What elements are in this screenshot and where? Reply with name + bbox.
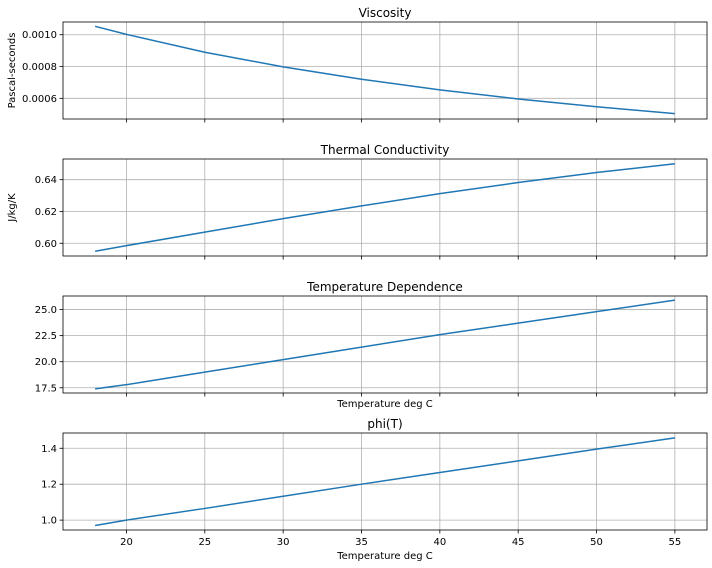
axes-frame [62, 21, 708, 120]
y-tick-label: 20.0 [35, 357, 57, 368]
y-axis-label: J/kg/K [7, 193, 18, 223]
x-tick-label: 50 [590, 537, 603, 548]
series-line [95, 299, 675, 390]
subplot-title: Thermal Conductivity [320, 143, 450, 157]
axes-frame [62, 432, 708, 531]
subplot-2: 0.60 0.62 0.64 Thermal Conductivity J/kg/K [7, 143, 708, 260]
x-axis-label: Temperature deg C [336, 399, 433, 410]
y-tick-label: 0.0010 [22, 30, 57, 41]
x-tick-label: 20 [120, 537, 133, 548]
subplot-3: 17.5 20.0 22.5 25.0 Temperature Dependence Te… [35, 280, 708, 410]
y-tick-label: 1.2 [41, 480, 57, 491]
subplot-title: Viscosity [359, 6, 412, 20]
x-tick-label: 25 [198, 537, 211, 548]
y-tick-label: 17.5 [35, 383, 57, 394]
y-tick-label: 25.0 [35, 305, 57, 316]
x-tick-label: 40 [433, 537, 446, 548]
y-axis-label: Pascal-seconds [7, 33, 18, 109]
y-tick-label: 0.62 [35, 207, 57, 218]
subplot-4: 20 25 30 35 40 45 50 55 1.0 1.2 1.4 phi(T) Temperatu… [41, 417, 708, 562]
y-tick-label: 0.0008 [22, 62, 57, 73]
y-tick-label: 0.60 [35, 239, 57, 250]
x-axis-label: Temperature deg C [336, 551, 433, 562]
x-tick-label: 35 [355, 537, 368, 548]
x-tick-label: 30 [277, 537, 290, 548]
x-tick-label: 55 [669, 537, 682, 548]
x-tick-label: 45 [512, 537, 525, 548]
y-tick-label: 0.0006 [22, 94, 57, 105]
y-tick-label: 1.4 [41, 444, 57, 455]
series-line [94, 163, 675, 252]
series-line [94, 25, 675, 115]
series-line [94, 437, 675, 527]
subplot-title: Temperature Dependence [306, 280, 463, 294]
y-tick-label: 1.0 [41, 516, 57, 527]
axes-frame [62, 158, 708, 257]
y-tick-label: 22.5 [35, 331, 57, 342]
subplot-title: phi(T) [367, 417, 402, 431]
y-tick-label: 0.64 [35, 175, 57, 186]
axes-frame [62, 295, 708, 394]
subplot-1: 0.0006 0.0008 0.0010 Viscosity Pascal-second… [7, 6, 708, 123]
